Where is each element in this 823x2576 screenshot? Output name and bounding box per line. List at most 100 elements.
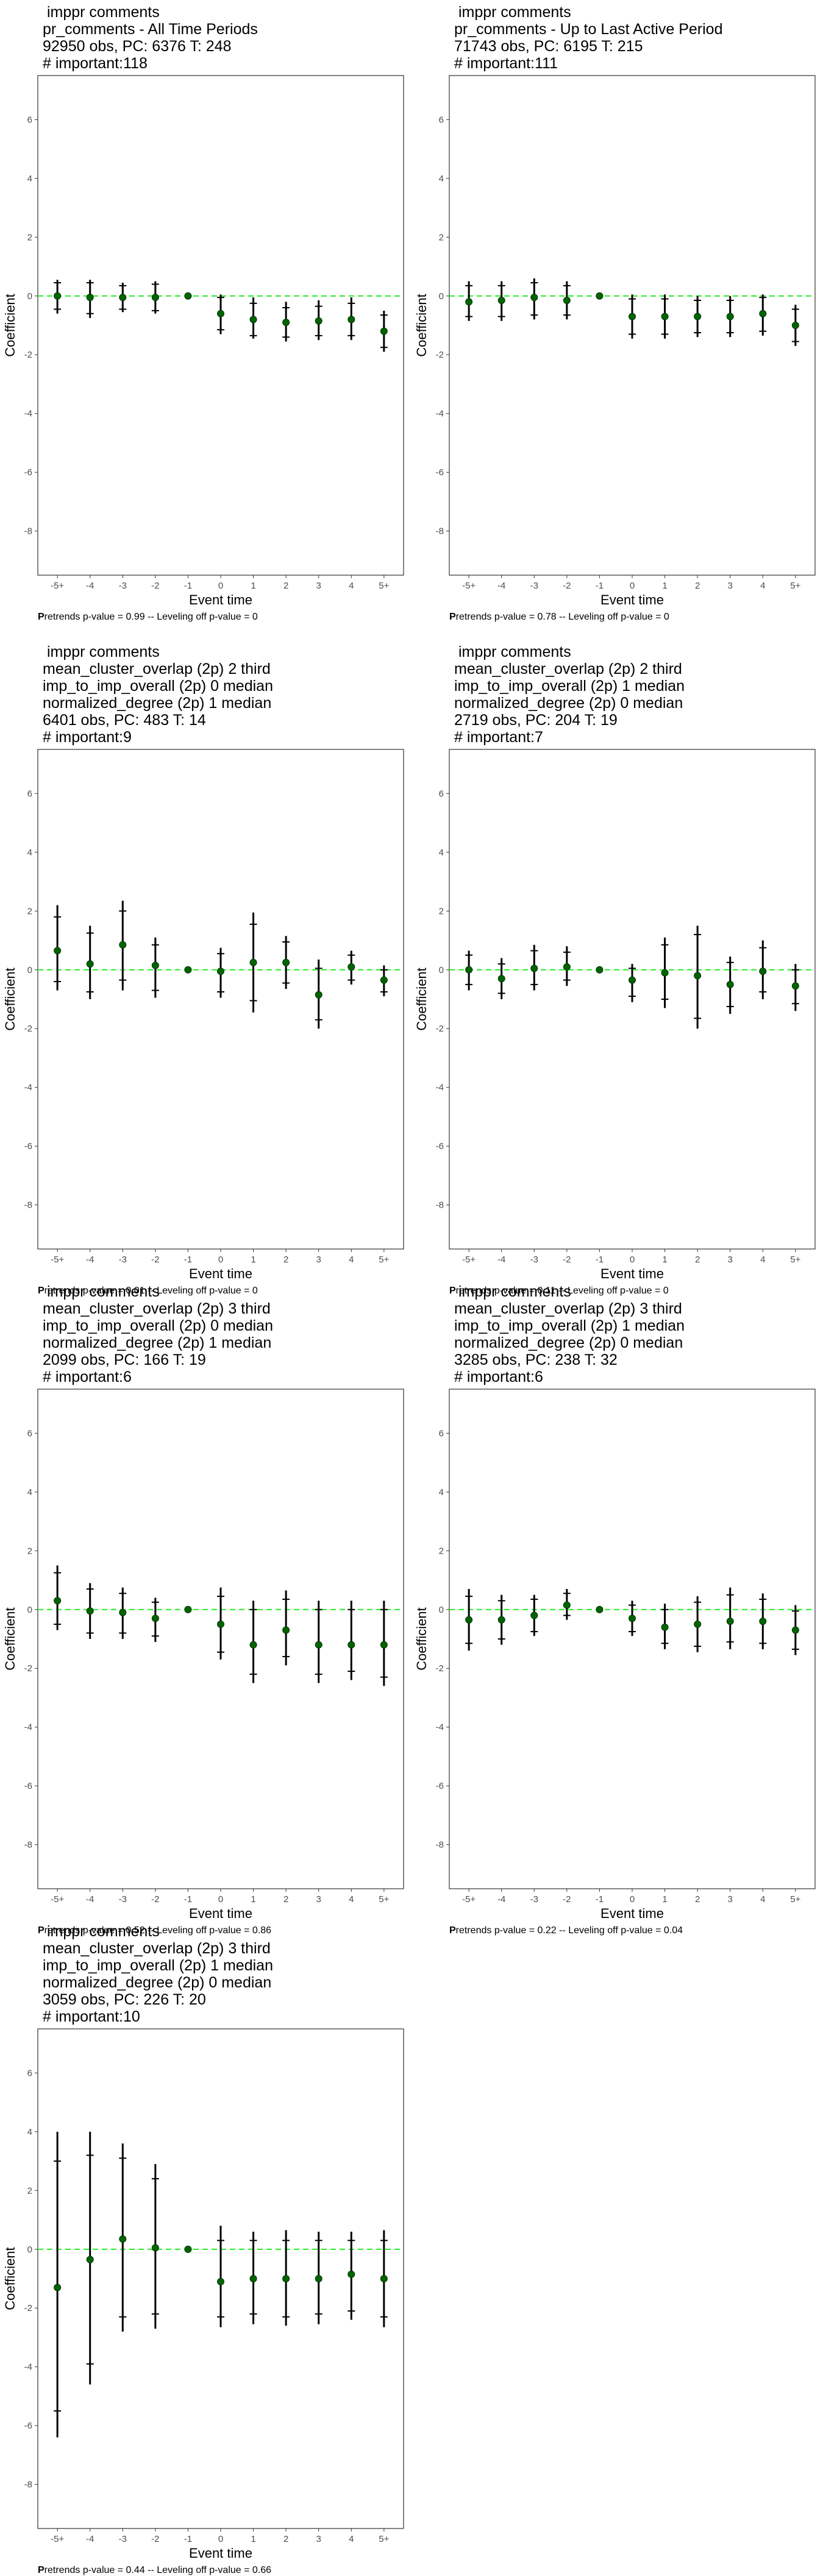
y-axis-label: Coefficient xyxy=(2,968,18,1031)
y-axis-label: Coefficient xyxy=(2,1607,18,1671)
y-tick-label: -6 xyxy=(24,2421,32,2431)
x-tick-label: -5+ xyxy=(462,581,476,591)
x-tick-label: 0 xyxy=(630,581,635,591)
x-axis-label: Event time xyxy=(189,1266,252,1281)
point-estimate xyxy=(726,1618,734,1626)
point-estimate xyxy=(282,958,290,966)
point-estimate xyxy=(184,2245,192,2253)
chart-title: imppr comments pr_comments - All Time Per… xyxy=(43,4,258,72)
chart-title-line: mean_cluster_overlap (2p) 2 third xyxy=(43,660,271,678)
point-estimate xyxy=(791,982,799,990)
chart-svg: -8 -6 -4 -2 0 2 4 6 -5+ -4 -3 -2 -1 0 1 2 3 4 5+ Event time… xyxy=(414,75,816,607)
y-tick-label: 2 xyxy=(439,1546,444,1556)
chart-title-line: normalized_degree (2p) 0 median xyxy=(43,1974,272,1991)
y-tick-label: 2 xyxy=(27,906,32,916)
y-tick-label: 4 xyxy=(439,1487,444,1498)
y-tick-label: 4 xyxy=(27,847,32,858)
chart-title-line: imppr comments xyxy=(454,1283,571,1300)
x-tick-label: -4 xyxy=(86,581,94,591)
point-estimate xyxy=(315,2275,322,2282)
point-estimate xyxy=(380,1641,388,1649)
y-tick-label: -4 xyxy=(24,1083,32,1093)
chart-title-line: # important:9 xyxy=(43,729,132,746)
y-tick-label: -2 xyxy=(436,350,444,360)
chart-title: imppr comments pr_comments - Up to Last A… xyxy=(454,4,722,72)
x-axis-label: Event time xyxy=(600,1906,664,1921)
x-axis-label: Event time xyxy=(189,2546,252,2561)
x-axis-label: Event time xyxy=(600,1266,664,1281)
point-estimate xyxy=(151,1615,159,1622)
y-axis-label: Coefficient xyxy=(414,1607,429,1671)
point-estimate xyxy=(119,941,127,949)
x-tick-label: 5+ xyxy=(790,1894,800,1905)
point-estimate xyxy=(380,976,388,984)
x-tick-label: -5+ xyxy=(51,2534,64,2544)
point-estimate xyxy=(184,1605,192,1613)
x-tick-label: -5+ xyxy=(51,1254,64,1265)
chart-title-line: # important:118 xyxy=(43,55,148,72)
y-tick-label: 6 xyxy=(27,2068,32,2078)
x-tick-label: -2 xyxy=(563,581,571,591)
chart-panel: imppr comments mean_cluster_overlap (2p) … xyxy=(0,640,412,1296)
chart-title-line: # important:7 xyxy=(454,729,543,746)
chart-title-line: imppr comments xyxy=(454,4,571,21)
p-value-caption: Pretrends p-value = 0.11 -- Leveling off… xyxy=(449,1286,669,1297)
x-tick-label: -3 xyxy=(119,1254,127,1265)
point-estimate xyxy=(497,975,505,983)
y-tick-label: 0 xyxy=(27,1605,32,1615)
chart-title-line: 3059 obs, PC: 226 T: 20 xyxy=(43,1991,206,2008)
x-tick-label: 2 xyxy=(283,1254,288,1265)
point-estimate xyxy=(791,322,799,329)
x-axis-label: Event time xyxy=(189,592,252,607)
y-tick-label: 0 xyxy=(439,291,444,302)
caption-lead: P xyxy=(38,1925,45,1936)
caption-lead: P xyxy=(38,2565,45,2575)
x-tick-label: 3 xyxy=(728,1894,733,1905)
y-tick-label: 0 xyxy=(27,291,32,302)
x-tick-label: 5+ xyxy=(790,581,800,591)
x-tick-label: 5+ xyxy=(379,581,389,591)
chart-title-line: 2719 obs, PC: 204 T: 19 xyxy=(454,712,618,729)
point-estimate xyxy=(249,2275,257,2282)
point-estimate xyxy=(119,294,127,302)
y-tick-label: -2 xyxy=(24,2303,32,2313)
chart-title-line: imp_to_imp_overall (2p) 1 median xyxy=(43,1957,273,1974)
x-tick-label: 2 xyxy=(695,581,700,591)
y-tick-label: -6 xyxy=(24,1141,32,1152)
x-tick-label: 1 xyxy=(251,1254,255,1265)
chart-title-line: normalized_degree (2p) 0 median xyxy=(454,1334,683,1351)
point-estimate xyxy=(380,327,388,335)
p-value-caption: Pretrends p-value = 0.52 -- Leveling off… xyxy=(38,1925,271,1936)
point-estimate xyxy=(119,2235,127,2243)
point-estimate xyxy=(596,1605,604,1613)
chart-title-line: # important:10 xyxy=(43,2008,140,2025)
chart-title-line: mean_cluster_overlap (2p) 3 third xyxy=(43,1300,271,1317)
y-tick-label: 6 xyxy=(439,1428,444,1438)
x-tick-label: 1 xyxy=(251,581,255,591)
point-estimate xyxy=(217,2277,224,2285)
point-estimate xyxy=(151,294,159,302)
chart-title-line: mean_cluster_overlap (2p) 3 third xyxy=(43,1940,271,1957)
point-estimate xyxy=(563,297,571,304)
x-tick-label: 2 xyxy=(695,1254,700,1265)
chart-title: imppr comments mean_cluster_overlap (2p) … xyxy=(43,643,273,746)
y-tick-label: 4 xyxy=(27,1487,32,1498)
x-tick-label: 4 xyxy=(349,1894,354,1905)
x-tick-label: 2 xyxy=(283,1894,288,1905)
y-tick-label: -2 xyxy=(436,1024,444,1034)
p-value-caption: Pretrends p-value = 0.99 -- Leveling off… xyxy=(38,612,258,623)
x-tick-label: 2 xyxy=(283,581,288,591)
y-tick-label: 0 xyxy=(439,1605,444,1615)
point-estimate xyxy=(497,1616,505,1624)
y-axis-label: Coefficient xyxy=(414,294,429,357)
chart-title-line: mean_cluster_overlap (2p) 2 third xyxy=(454,660,682,678)
y-tick-label: 4 xyxy=(27,174,32,184)
y-tick-label: 6 xyxy=(27,1428,32,1438)
y-axis-label: Coefficient xyxy=(2,294,18,357)
point-estimate xyxy=(249,958,257,966)
x-tick-label: -4 xyxy=(86,1894,94,1905)
point-estimate xyxy=(119,1608,127,1616)
chart-title-line: normalized_degree (2p) 0 median xyxy=(454,695,683,712)
plot-frame xyxy=(449,1389,816,1889)
point-estimate xyxy=(54,947,62,955)
